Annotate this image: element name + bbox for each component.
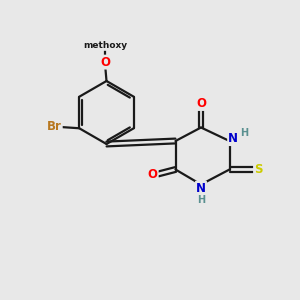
Text: S: S [254, 163, 262, 176]
Text: H: H [197, 195, 205, 205]
Text: N: N [228, 132, 238, 145]
Text: Br: Br [47, 120, 62, 133]
Text: N: N [196, 182, 206, 195]
Text: O: O [148, 167, 158, 181]
Text: methoxy: methoxy [83, 41, 127, 50]
Text: H: H [240, 128, 249, 139]
Text: O: O [196, 97, 206, 110]
Text: O: O [100, 56, 110, 69]
